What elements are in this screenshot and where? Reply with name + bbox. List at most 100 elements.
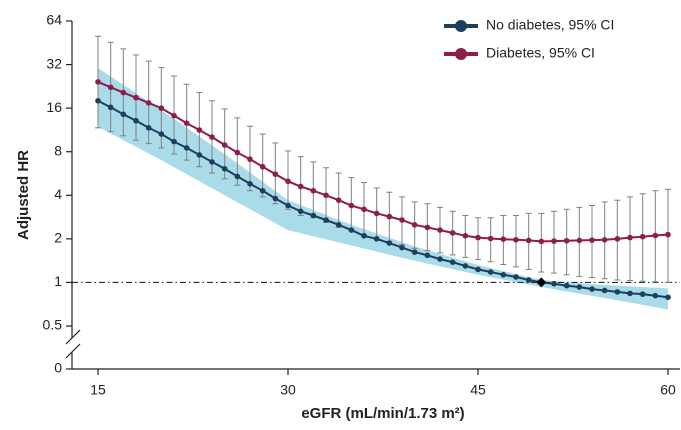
data-point	[95, 98, 101, 104]
legend-label: No diabetes, 95% CI	[486, 17, 614, 33]
data-point	[589, 286, 595, 292]
ci-band	[98, 68, 668, 310]
data-point	[488, 236, 494, 242]
data-point	[247, 156, 253, 162]
data-point	[197, 127, 203, 133]
data-point	[551, 281, 557, 287]
data-point	[488, 269, 494, 275]
data-point	[387, 214, 393, 220]
data-point	[361, 233, 367, 239]
data-point	[285, 203, 291, 209]
x-tick-label: 15	[90, 382, 106, 398]
data-point	[285, 178, 291, 184]
data-point	[526, 277, 532, 283]
data-point	[564, 238, 570, 244]
data-point	[551, 238, 557, 244]
data-point	[526, 238, 532, 244]
data-point	[501, 272, 507, 278]
data-point	[184, 145, 190, 151]
data-point	[640, 234, 646, 240]
data-point	[374, 211, 380, 217]
data-point	[133, 95, 139, 101]
data-point	[513, 274, 519, 280]
data-point	[159, 105, 165, 111]
data-point	[209, 159, 215, 165]
data-point	[121, 112, 127, 118]
data-point	[235, 150, 241, 156]
y-tick-label: 32	[46, 55, 62, 71]
data-point	[387, 240, 393, 246]
data-point	[171, 139, 177, 145]
x-tick-label: 60	[660, 382, 676, 398]
data-point	[463, 263, 469, 269]
legend-marker	[455, 48, 467, 60]
data-point	[450, 259, 456, 265]
data-point	[146, 100, 152, 106]
legend: No diabetes, 95% CI Diabetes, 95% CI	[444, 17, 614, 61]
data-point	[577, 284, 583, 290]
data-point	[323, 217, 329, 223]
data-point	[615, 289, 621, 295]
data-point	[665, 232, 671, 238]
data-point	[323, 192, 329, 198]
data-point	[133, 118, 139, 124]
axis-break	[66, 344, 80, 358]
data-point	[412, 249, 418, 255]
x-tick-label: 30	[280, 382, 296, 398]
data-point	[184, 120, 190, 126]
data-point	[197, 152, 203, 158]
data-point	[273, 196, 279, 202]
y-tick-label: 8	[54, 142, 62, 158]
data-point	[602, 237, 608, 243]
data-point	[361, 207, 367, 213]
data-point	[209, 134, 215, 140]
data-point	[665, 294, 671, 300]
y-tick-label: 2	[54, 230, 62, 246]
data-point	[463, 233, 469, 239]
y-zero-label: 0	[54, 360, 62, 376]
y-axis-label: Adjusted HR	[15, 150, 32, 240]
data-point	[222, 142, 228, 148]
axis-break	[66, 330, 80, 344]
data-point	[399, 217, 405, 223]
data-point	[222, 166, 228, 172]
data-point	[247, 181, 253, 187]
data-point	[336, 222, 342, 228]
data-point	[108, 105, 114, 111]
data-point	[564, 283, 570, 289]
x-tick-label: 45	[470, 382, 486, 398]
data-point	[437, 227, 443, 233]
legend-label: Diabetes, 95% CI	[486, 45, 595, 61]
y-tick-label: 0.5	[43, 317, 63, 333]
data-point	[412, 222, 418, 228]
data-point	[425, 225, 431, 231]
data-point	[260, 164, 266, 170]
data-point	[336, 197, 342, 203]
data-point	[235, 174, 241, 180]
data-point	[311, 213, 317, 219]
data-point	[539, 239, 545, 245]
data-point	[437, 256, 443, 262]
legend-marker	[455, 20, 467, 32]
data-point	[298, 184, 304, 190]
data-point	[501, 236, 507, 242]
data-point	[95, 79, 101, 85]
data-point	[615, 236, 621, 242]
data-point	[602, 288, 608, 294]
data-point	[298, 209, 304, 215]
data-point	[349, 203, 355, 209]
data-point	[627, 291, 633, 297]
data-point	[159, 131, 165, 137]
data-point	[121, 90, 127, 96]
data-point	[450, 230, 456, 236]
data-point	[589, 237, 595, 243]
data-point	[146, 125, 152, 131]
data-point	[653, 233, 659, 239]
data-point	[513, 237, 519, 243]
data-point	[399, 245, 405, 251]
data-point	[475, 267, 481, 273]
data-point	[374, 236, 380, 242]
y-tick-label: 16	[46, 99, 62, 115]
y-tick-label: 64	[46, 12, 62, 28]
